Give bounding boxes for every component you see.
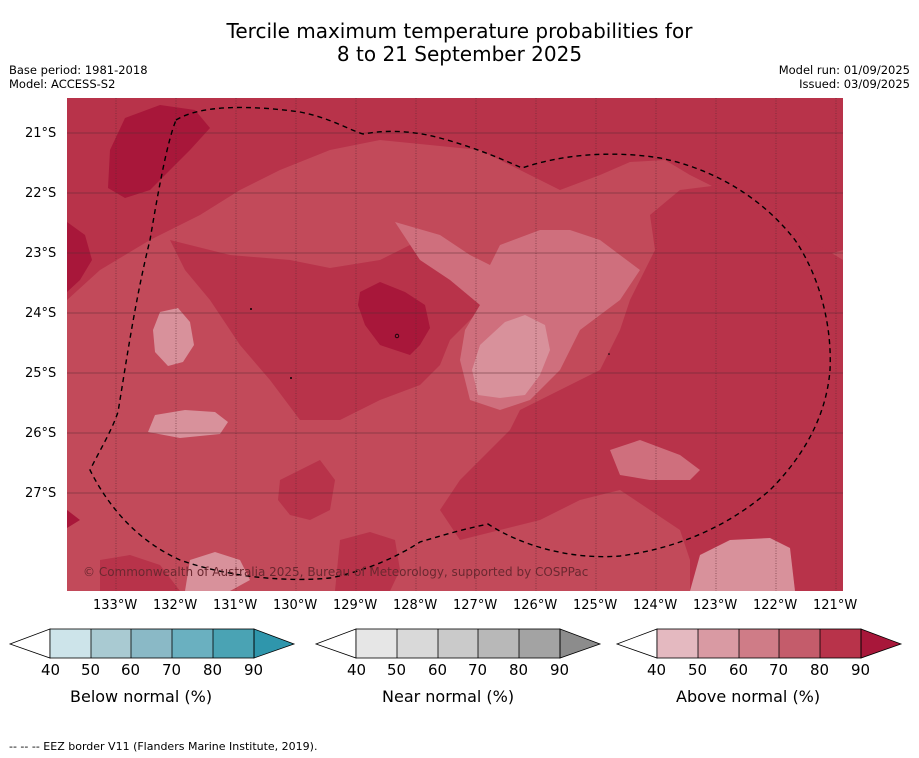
colorbar-below-label: Below normal (%) [70, 687, 213, 706]
colorbar-above-max-arrow [860, 628, 903, 659]
colorbar-near-min-arrow [314, 628, 357, 659]
lat-label-25: 25°S [25, 366, 57, 381]
lon-label-128: 128°W [393, 598, 438, 613]
model-run: Model run: 01/09/2025 [778, 63, 910, 77]
colorbar-near-bin-40 [356, 629, 397, 658]
above-80-region-east [440, 185, 843, 591]
colorbar-above-tick: 50 [688, 661, 708, 679]
lon-label-121: 121°W [813, 598, 858, 613]
colorbar-above-bin-40 [657, 629, 698, 658]
colorbar-above [615, 628, 903, 659]
gridlines [67, 98, 843, 591]
eez-footnote: -- -- -- EEZ border V11 (Flanders Marine… [9, 740, 318, 753]
colorbar-below-min-arrow [8, 628, 51, 659]
lat-label-26: 26°S [25, 426, 57, 441]
colorbar-below-tick: 60 [121, 661, 141, 679]
colorbar-below-bin-80 [213, 629, 254, 658]
colorbar-below-tick: 80 [203, 661, 223, 679]
lon-label-122: 122°W [753, 598, 798, 613]
above-50-region-2 [148, 410, 228, 438]
lat-label-21: 21°S [25, 126, 57, 141]
colorbar-near-max-arrow [559, 628, 602, 659]
colorbar-below [8, 628, 296, 659]
colorbar-near-bin-70 [478, 629, 519, 658]
lon-label-127: 127°W [453, 598, 498, 613]
colorbar-below-max-arrow [253, 628, 296, 659]
lon-label-130: 130°W [273, 598, 318, 613]
above-60-region-1 [395, 222, 640, 410]
colorbar-near-tick: 40 [347, 661, 367, 679]
copyright-notice: © Commonwealth of Australia 2025, Bureau… [83, 565, 589, 579]
colorbar-above-tick: 40 [647, 661, 667, 679]
colorbars [8, 628, 903, 659]
colorbar-above-min-arrow [615, 628, 658, 659]
above-50-region-3 [472, 315, 550, 398]
colorbar-near-tick: 80 [509, 661, 529, 679]
lat-label-24: 24°S [25, 306, 57, 321]
map-title: Tercile maximum temperature probabilitie… [0, 20, 919, 66]
above-60-region-2 [610, 440, 700, 480]
above-80-region-sw2 [100, 555, 180, 591]
colorbar-below-bin-50 [91, 629, 131, 658]
colorbar-near-bin-60 [438, 629, 478, 658]
colorbar-near-bin-50 [397, 629, 438, 658]
colorbar-below-tick: 90 [244, 661, 264, 679]
colorbar-near-tick: 90 [550, 661, 570, 679]
lon-label-126: 126°W [513, 598, 558, 613]
lon-label-123: 123°W [693, 598, 738, 613]
colorbar-above-tick: 80 [810, 661, 830, 679]
colorbar-near [314, 628, 602, 659]
colorbar-below-bin-60 [131, 629, 172, 658]
above-90-region-west [67, 222, 92, 292]
model-name: Model: ACCESS-S2 [9, 77, 116, 91]
meta-left: Base period: 1981-2018 Model: ACCESS-S2 [9, 63, 148, 91]
above-50-region-5 [185, 552, 250, 591]
colorbar-below-bin-40 [50, 629, 91, 658]
lat-label-22: 22°S [25, 186, 57, 201]
above-90-region-sw [67, 510, 80, 528]
above-80-region-north [67, 98, 843, 300]
eez-border [89, 106, 831, 581]
base-period: Base period: 1981-2018 [9, 63, 148, 77]
lon-label-124: 124°W [633, 598, 678, 613]
colorbar-above-bin-60 [739, 629, 779, 658]
meta-right: Model run: 01/09/2025 Issued: 03/09/2025 [779, 63, 910, 91]
colorbar-above-bin-50 [698, 629, 739, 658]
colorbar-below-tick: 40 [41, 661, 61, 679]
colorbar-above-bin-70 [779, 629, 820, 658]
above-90-region-center [358, 282, 430, 355]
above-80-region-sw [335, 532, 400, 591]
above-80-region-center [170, 240, 490, 420]
colorbar-above-bin-80 [820, 629, 861, 658]
colorbar-below-tick: 50 [81, 661, 101, 679]
lon-label-132: 132°W [153, 598, 198, 613]
above-90-region-nw [108, 105, 210, 198]
colorbar-below-bin-70 [172, 629, 213, 658]
map-title-line2: 8 to 21 September 2025 [336, 42, 583, 66]
issued-date: Issued: 03/09/2025 [799, 77, 910, 91]
lon-label-129: 129°W [333, 598, 378, 613]
colorbar-above-tick: 60 [729, 661, 749, 679]
above-80-region-south [278, 460, 335, 520]
above-50-region-1 [153, 308, 194, 366]
colorbar-near-tick: 70 [468, 661, 488, 679]
colorbar-above-label: Above normal (%) [676, 687, 821, 706]
lat-label-27: 27°S [25, 486, 57, 501]
colorbar-near-tick: 50 [387, 661, 407, 679]
lon-label-131: 131°W [213, 598, 258, 613]
colorbar-near-tick: 60 [428, 661, 448, 679]
island-markers [250, 308, 610, 379]
probability-field [67, 98, 843, 591]
colorbar-near-bin-80 [519, 629, 560, 658]
colorbar-above-tick: 90 [851, 661, 871, 679]
map-title-line1: Tercile maximum temperature probabilitie… [226, 19, 693, 43]
colorbar-near-label: Near normal (%) [382, 687, 515, 706]
colorbar-below-tick: 70 [162, 661, 182, 679]
lat-label-23: 23°S [25, 246, 57, 261]
lon-label-133: 133°W [93, 598, 138, 613]
lon-label-125: 125°W [573, 598, 618, 613]
colorbar-above-tick: 70 [769, 661, 789, 679]
